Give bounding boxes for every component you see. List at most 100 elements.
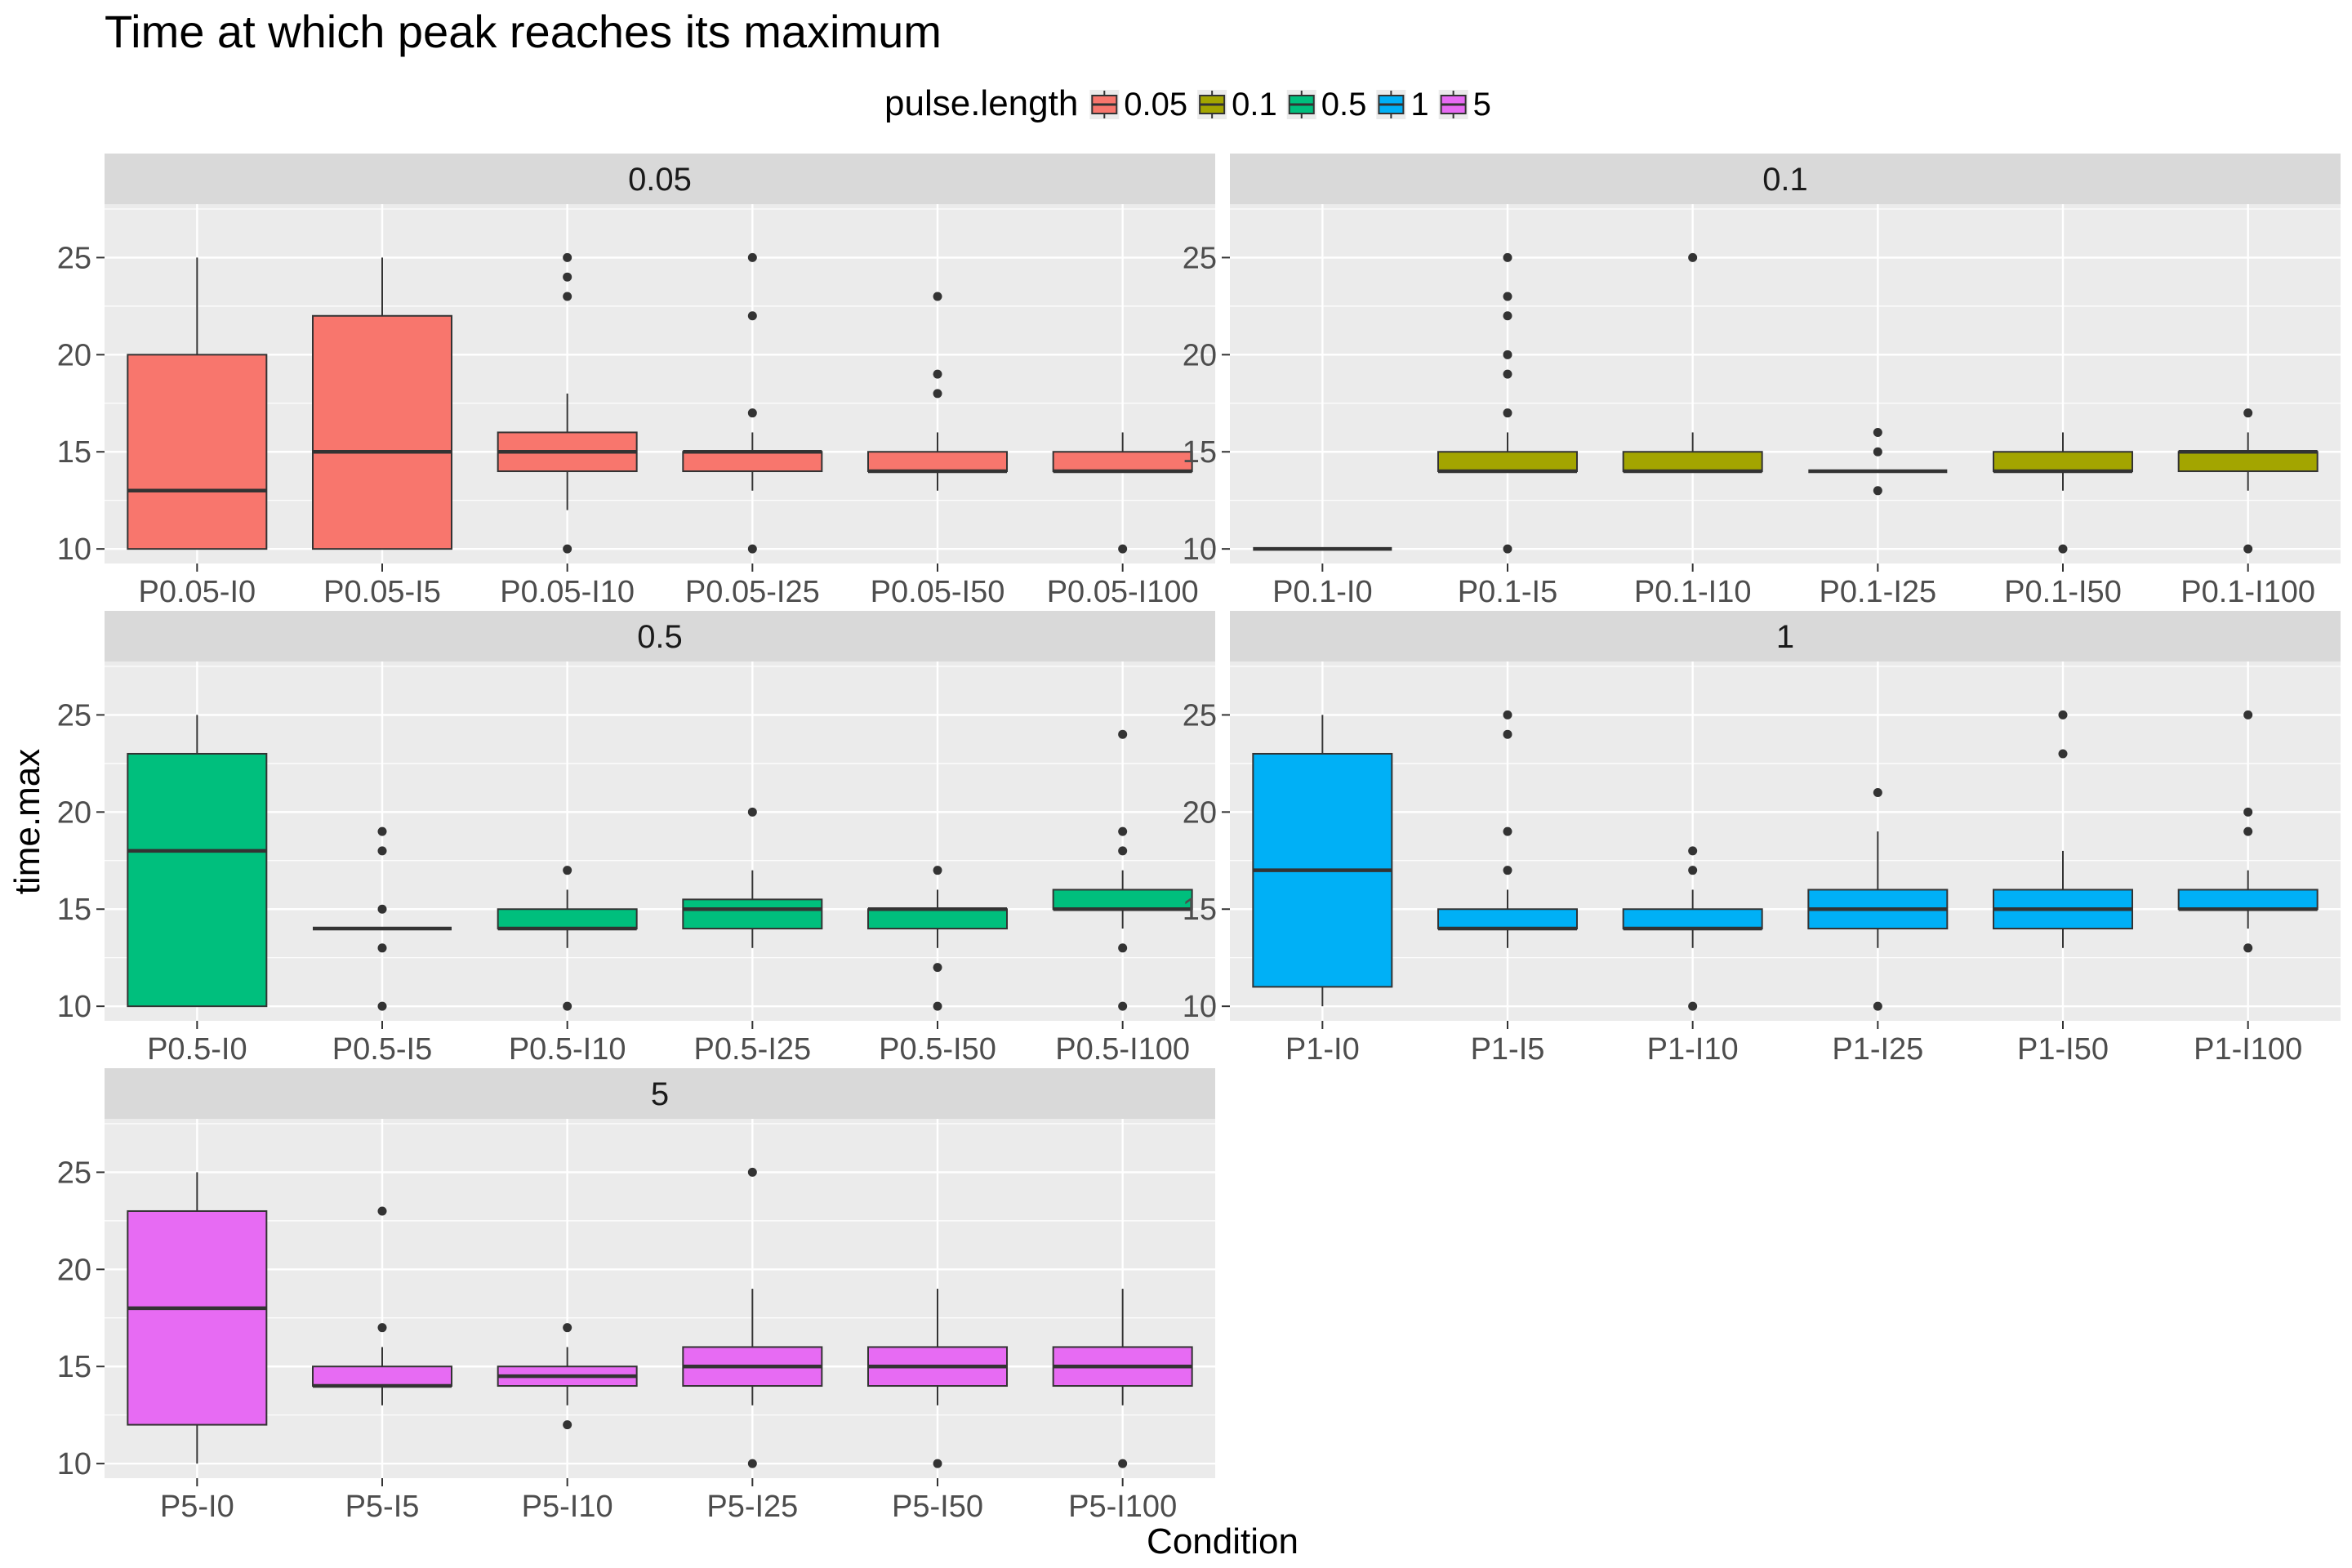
boxplot-P0.5-I100 — [1052, 729, 1193, 1011]
boxplot-P0.05-I100 — [1052, 432, 1193, 554]
y-tick-label: 15 — [57, 893, 91, 927]
facet-strip — [105, 1068, 1215, 1119]
y-tick-label: 15 — [1183, 893, 1217, 927]
outlier-point — [1688, 866, 1698, 875]
x-axis-title: Condition — [1147, 1521, 1298, 1561]
box — [1437, 908, 1578, 930]
outlier-point — [1503, 408, 1512, 418]
facet-strip — [1230, 154, 2341, 204]
outlier-point — [377, 943, 387, 953]
legend-item: 1 — [1376, 87, 1429, 122]
facet-strip-label: 0.1 — [1762, 162, 1808, 198]
legend-item: 0.1 — [1197, 87, 1277, 122]
legend-item: 5 — [1438, 87, 1491, 122]
y-tick-label: 25 — [57, 241, 91, 275]
facet-panel: 0.05 10 15 20 25 P0.05-I0 P0.05-I5 P0.05-I10 P0.… — [57, 154, 1215, 609]
box — [682, 898, 823, 930]
x-tick-label: P0.5-I5 — [332, 1032, 433, 1067]
x-tick-label: P1-I50 — [2017, 1032, 2109, 1067]
outlier-point — [377, 1001, 387, 1011]
outlier-point — [563, 252, 572, 262]
boxplot-P0.05-I50 — [867, 292, 1008, 491]
outlier-point — [2058, 749, 2068, 759]
y-tick-label: 25 — [57, 698, 91, 733]
y-tick-label: 15 — [1183, 435, 1217, 470]
legend-label: 1 — [1410, 87, 1428, 122]
x-tick-label: P1-I25 — [1832, 1032, 1923, 1067]
outlier-point — [1118, 1001, 1128, 1011]
outlier-point — [563, 1420, 572, 1430]
x-tick-label: P0.1-I50 — [2004, 575, 2122, 609]
outlier-point — [1118, 943, 1128, 953]
box — [497, 908, 638, 930]
outlier-point — [1503, 729, 1512, 739]
boxplot-P1-I10 — [1622, 846, 1763, 1011]
x-tick-label: P1-I100 — [2194, 1032, 2302, 1067]
facet-panel: 0.5 10 15 20 25 P0.5-I0 P0.5-I5 P0.5-I10 P0.5-I2… — [57, 611, 1215, 1067]
outlier-point — [377, 1206, 387, 1216]
outlier-point — [563, 544, 572, 554]
boxplot-P0.1-I50 — [1993, 432, 2133, 554]
outlier-point — [1503, 369, 1512, 379]
box — [312, 1365, 452, 1388]
outlier-point — [1873, 486, 1882, 496]
facet-strip-label: 1 — [1776, 619, 1794, 655]
x-tick-label: P1-I0 — [1285, 1032, 1360, 1067]
boxplot-P0.05-I25 — [682, 252, 823, 554]
x-tick-label: P0.1-I10 — [1634, 575, 1752, 609]
outlier-point — [1118, 729, 1128, 739]
boxplot-P5-I0 — [127, 1172, 268, 1464]
plot-background — [105, 1119, 1215, 1478]
legend-label: 5 — [1473, 87, 1491, 122]
outlier-point — [1503, 866, 1512, 875]
legend-item: 0.05 — [1089, 87, 1187, 122]
boxplot-P0.5-I0 — [127, 715, 268, 1008]
boxplot-P5-I50 — [867, 1289, 1008, 1468]
y-tick-label: 25 — [1183, 241, 1217, 275]
box — [1622, 451, 1763, 473]
boxplot-P0.1-I25 — [1808, 427, 1948, 496]
y-tick-label: 10 — [57, 990, 91, 1024]
boxplot-P5-I10 — [497, 1323, 638, 1430]
y-tick-label: 20 — [1183, 338, 1217, 372]
y-tick-label: 15 — [57, 1350, 91, 1384]
outlier-point — [1503, 826, 1512, 836]
box — [1052, 451, 1193, 473]
boxplot-P1-I100 — [2177, 710, 2319, 953]
x-tick-label: P0.5-I10 — [509, 1032, 626, 1067]
x-tick-label: P5-I0 — [160, 1490, 234, 1524]
legend-title: pulse.length — [884, 83, 1078, 123]
outlier-point — [2058, 544, 2068, 554]
outlier-point — [2243, 826, 2253, 836]
outlier-point — [747, 252, 757, 262]
box — [127, 354, 268, 550]
x-tick-label: P0.5-I0 — [147, 1032, 247, 1067]
outlier-point — [1688, 252, 1698, 262]
outlier-point — [377, 826, 387, 836]
box — [682, 451, 823, 473]
outlier-point — [933, 292, 942, 301]
box — [2177, 451, 2319, 473]
x-tick-label: P0.1-I25 — [1820, 575, 1937, 609]
y-tick-label: 20 — [57, 338, 91, 372]
outlier-point — [1873, 1001, 1882, 1011]
outlier-point — [563, 1323, 572, 1333]
outlier-point — [1503, 350, 1512, 359]
y-tick-label: 10 — [57, 532, 91, 567]
boxplot-P5-I5 — [312, 1206, 452, 1405]
outlier-point — [377, 846, 387, 856]
outlier-point — [747, 408, 757, 418]
x-tick-label: P0.05-I100 — [1047, 575, 1199, 609]
boxplot-P1-I25 — [1807, 788, 1949, 1011]
y-axis-title: time.max — [7, 749, 47, 894]
boxplot-P0.5-I25 — [682, 807, 823, 948]
outlier-point — [747, 1459, 757, 1468]
box — [1437, 451, 1578, 473]
facet-panel: 5 10 15 20 25 P5-I0 P5-I5 P5-I10 P5-I25 P5-I50 P5-… — [57, 1068, 1215, 1524]
x-tick-label: P5-I25 — [706, 1490, 798, 1524]
outlier-point — [2243, 544, 2253, 554]
plot-background — [1230, 662, 2341, 1021]
outlier-point — [2243, 943, 2253, 953]
facet-strip — [1230, 611, 2341, 662]
